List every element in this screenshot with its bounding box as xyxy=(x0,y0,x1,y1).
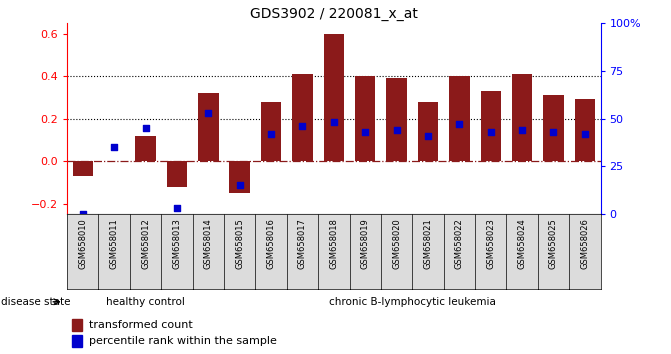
Point xyxy=(548,129,559,135)
Text: GSM658013: GSM658013 xyxy=(172,218,181,269)
Text: transformed count: transformed count xyxy=(89,320,193,330)
Point xyxy=(360,129,370,135)
Bar xyxy=(323,34,344,161)
Point xyxy=(266,131,276,137)
Text: GSM658015: GSM658015 xyxy=(235,218,244,269)
Title: GDS3902 / 220081_x_at: GDS3902 / 220081_x_at xyxy=(250,7,418,21)
Text: disease state: disease state xyxy=(1,297,70,307)
Text: GSM658014: GSM658014 xyxy=(204,218,213,269)
Text: GSM658020: GSM658020 xyxy=(392,218,401,269)
Bar xyxy=(544,95,564,161)
Text: GSM658018: GSM658018 xyxy=(329,218,338,269)
Point xyxy=(109,144,119,150)
Point xyxy=(297,124,308,129)
Point xyxy=(234,183,245,188)
Point xyxy=(485,129,496,135)
Point xyxy=(172,206,183,211)
Bar xyxy=(136,136,156,161)
Bar xyxy=(72,319,82,331)
Bar xyxy=(293,74,313,161)
Bar xyxy=(418,102,438,161)
Point xyxy=(454,121,465,127)
Text: GSM658012: GSM658012 xyxy=(141,218,150,269)
Text: GSM658023: GSM658023 xyxy=(486,218,495,269)
Text: GSM658011: GSM658011 xyxy=(109,218,119,269)
Bar xyxy=(229,161,250,193)
Text: GSM658017: GSM658017 xyxy=(298,218,307,269)
Bar xyxy=(480,91,501,161)
Point xyxy=(580,131,590,137)
Text: GSM658010: GSM658010 xyxy=(79,218,87,269)
Point xyxy=(423,133,433,139)
Bar xyxy=(512,74,532,161)
Bar xyxy=(72,335,82,347)
Bar xyxy=(355,76,375,161)
Text: chronic B-lymphocytic leukemia: chronic B-lymphocytic leukemia xyxy=(329,297,496,307)
Text: healthy control: healthy control xyxy=(106,297,185,307)
Text: percentile rank within the sample: percentile rank within the sample xyxy=(89,336,277,346)
Text: GSM658022: GSM658022 xyxy=(455,218,464,269)
Bar xyxy=(261,102,281,161)
Point xyxy=(517,127,527,133)
Point xyxy=(203,110,213,116)
Bar xyxy=(574,99,595,161)
Point xyxy=(329,120,339,125)
Point xyxy=(140,125,151,131)
Bar xyxy=(72,161,93,176)
Point xyxy=(77,211,88,217)
Text: GSM658024: GSM658024 xyxy=(517,218,527,269)
Bar xyxy=(198,93,219,161)
Text: GSM658019: GSM658019 xyxy=(361,218,370,269)
Text: GSM658025: GSM658025 xyxy=(549,218,558,269)
Bar xyxy=(386,78,407,161)
Bar xyxy=(449,76,470,161)
Point xyxy=(391,127,402,133)
Text: GSM658026: GSM658026 xyxy=(580,218,589,269)
Bar xyxy=(166,161,187,187)
Text: GSM658016: GSM658016 xyxy=(266,218,276,269)
Text: GSM658021: GSM658021 xyxy=(423,218,433,269)
